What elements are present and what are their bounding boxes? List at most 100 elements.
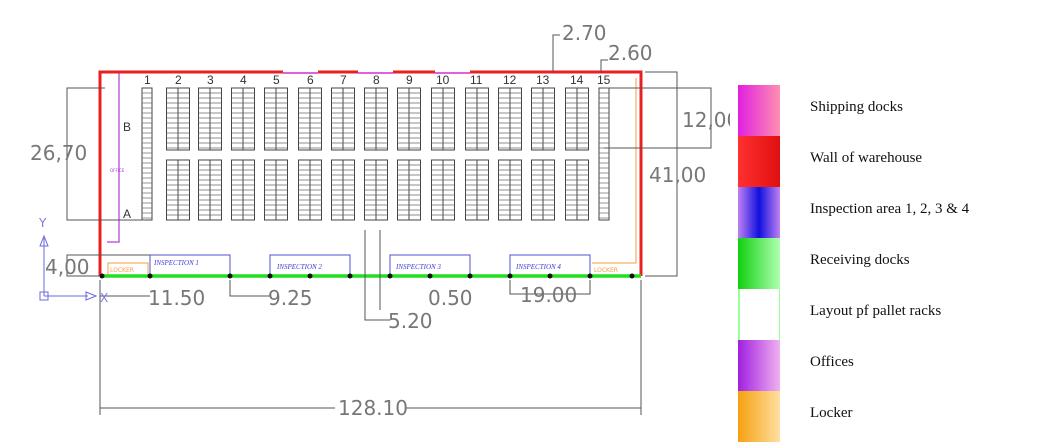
rack-number: 3 [207,73,214,87]
pallet-rack [198,87,222,151]
dock-point [227,273,233,279]
dock-point [267,273,273,279]
locker-right [592,78,637,264]
pallet-rack [498,159,522,221]
dock-point [347,273,353,279]
rack-number: 6 [307,73,314,87]
pallet-rack [531,87,555,151]
pallet-rack [264,87,288,151]
dim-5-20: 5.20 [388,309,433,333]
legend-item-racks: Layout pf pallet racks [738,289,1056,340]
legend-label: Locker [810,405,853,421]
pallet-rack [364,87,388,151]
axis-y-label: Y [38,216,47,230]
pallet-rack [465,87,489,151]
pallet-rack [531,159,555,221]
rack-number: 4 [240,73,247,87]
legend-label: Offices [810,354,854,370]
pallet-rack [264,159,288,221]
pallet-rack [565,87,589,151]
legend-label: Wall of warehouse [810,150,923,166]
rack-number: 8 [373,73,380,87]
legend-swatch [738,187,780,238]
dock-point [467,273,473,279]
pallet-rack [397,159,421,221]
pallet-rack [166,87,190,151]
dock-point [427,273,433,279]
legend-swatch [738,238,780,289]
pallet-rack [166,159,190,221]
pallet-rack [598,87,610,221]
legend-item-locker: Locker [738,391,1056,442]
rack-number: 10 [436,73,450,87]
dim-9-25: 9.25 [268,286,313,310]
rack-number: 7 [340,73,347,87]
legend-item-wall: Wall of warehouse [738,136,1056,187]
pallet-rack [198,159,222,221]
axis-x-label: X [100,291,108,305]
legend-item-offices: Offices [738,340,1056,391]
pallet-rack [231,87,255,151]
legend: Shipping docks Wall of warehouse Inspect… [738,85,1056,442]
pallet-rack [298,159,322,221]
inspection-1-label: INSPECTION 1 [153,259,199,267]
pallet-rack [431,87,455,151]
legend-item-receiving: Receiving docks [738,238,1056,289]
pallet-rack [397,87,421,151]
dock-point [587,273,593,279]
legend-swatch [738,136,780,187]
rack-number: 13 [536,73,550,87]
dim-11-50: 11.50 [148,286,205,310]
pallet-racks [141,87,610,221]
legend-swatch [738,340,780,391]
dock-point [507,273,513,279]
office-outline [107,72,120,243]
legend-item-shipping-docks: Shipping docks [738,85,1056,136]
dock-point [147,273,153,279]
dim-0-50: 0.50 [428,286,473,310]
dim-128-10: 128.10 [338,396,408,420]
dock-point [387,273,393,279]
legend-label: Inspection area 1, 2, 3 & 4 [810,201,970,217]
pallet-rack [465,159,489,221]
pallet-rack [364,159,388,221]
rack-number: 15 [597,73,611,87]
pallet-rack [498,87,522,151]
legend-label: Shipping docks [810,99,903,115]
inspection-4-label: INSPECTION 4 [515,263,561,271]
warehouse-layout-plan: 1 2 3 4 5 6 7 8 9 10 11 12 13 14 15 B A OFFICE LOCKER … [30,21,730,420]
pallet-rack [331,87,355,151]
rack-number: 14 [570,73,584,87]
dim-19-00: 19.00 [520,283,577,307]
dim-2-70: 2.70 [562,21,607,45]
rack-number: 11 [470,73,483,87]
dock-point [547,273,553,279]
rack-number: 12 [503,73,517,87]
rack-number: 1 [144,73,151,87]
pallet-rack [431,159,455,221]
inspection-areas: INSPECTION 1 INSPECTION 2 INSPECTION 3 I… [149,254,591,277]
pallet-rack [565,159,589,221]
legend-item-inspection: Inspection area 1, 2, 3 & 4 [738,187,1056,238]
dock-point [99,273,105,279]
dim-4-00: 4,00 [45,255,90,279]
pallet-rack [231,159,255,221]
rack-number: 2 [175,73,182,87]
rack-numbers: 1 2 3 4 5 6 7 8 9 10 11 12 13 14 15 [144,73,611,87]
legend-label: Receiving docks [810,252,910,268]
row-label-b: B [123,120,131,134]
dimension-lines [66,34,712,415]
dim-12-00: 12,00 [682,108,730,132]
locker-right-label: LOCKER [594,267,618,274]
dock-point [307,273,313,279]
warehouse-walls [98,70,643,276]
dim-26-70: 26,70 [30,141,87,165]
rack-number: 9 [406,73,413,87]
dim-41-00: 41,00 [649,163,706,187]
pallet-rack [141,87,153,221]
rack-number: 5 [273,73,280,87]
row-label-a: A [123,207,131,221]
dock-points [99,273,635,279]
office-label: OFFICE [110,168,125,173]
dim-2-60: 2.60 [608,41,653,65]
